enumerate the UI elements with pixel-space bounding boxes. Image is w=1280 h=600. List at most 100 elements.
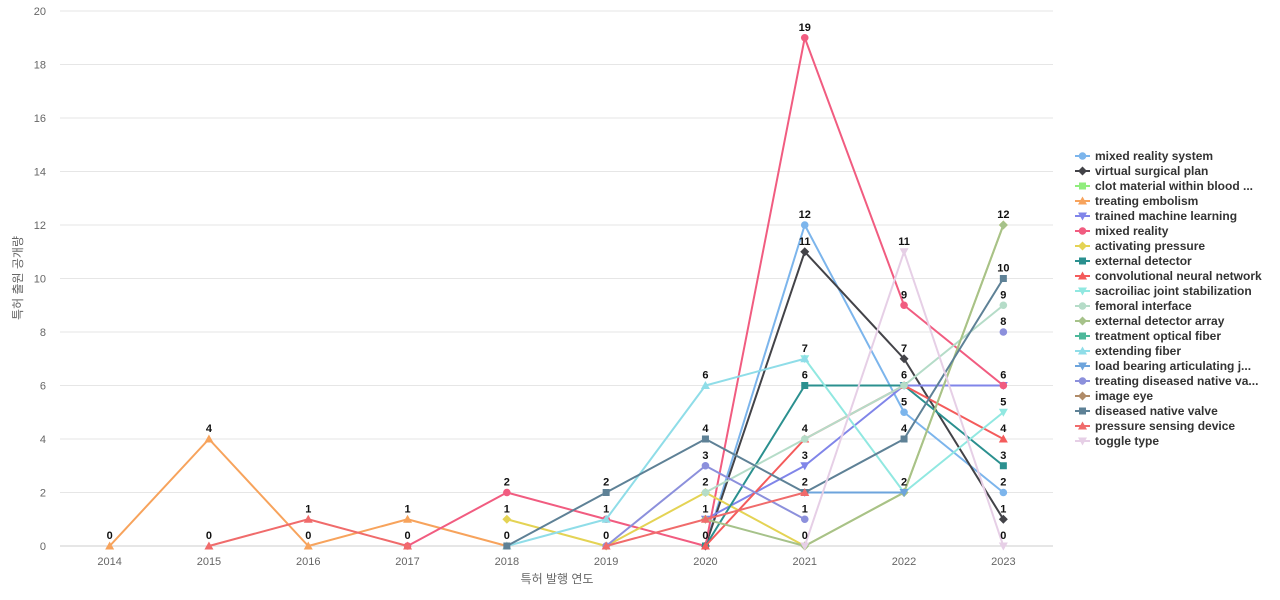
legend-item[interactable]: image eye <box>1075 389 1153 403</box>
data-label: 6 <box>901 370 907 382</box>
data-point[interactable] <box>800 435 809 443</box>
legend-item[interactable]: load bearing articulating j... <box>1075 359 1251 373</box>
data-point[interactable] <box>998 542 1008 551</box>
data-point[interactable] <box>204 434 214 443</box>
data-point[interactable] <box>999 462 1007 470</box>
legend-item[interactable]: external detector array <box>1075 314 1225 328</box>
x-tick-label: 2022 <box>892 556 916 568</box>
data-point[interactable] <box>701 435 709 443</box>
legend-item[interactable]: mixed reality <box>1075 224 1169 238</box>
data-label: 1 <box>802 503 808 515</box>
data-point[interactable] <box>999 488 1008 497</box>
legend-item[interactable]: extending fiber <box>1075 344 1181 358</box>
data-point[interactable] <box>800 515 809 524</box>
legend-marker <box>1078 302 1087 310</box>
data-point[interactable] <box>204 541 214 550</box>
data-label: 9 <box>1000 289 1006 301</box>
data-point[interactable] <box>800 462 810 471</box>
series-14 <box>800 489 909 497</box>
data-label: 12 <box>997 209 1009 221</box>
data-point[interactable] <box>899 489 909 497</box>
data-point[interactable] <box>601 514 611 523</box>
legend-item[interactable]: treating diseased native va... <box>1075 374 1258 388</box>
data-point[interactable] <box>303 514 313 523</box>
legend-item[interactable]: treatment optical fiber <box>1075 329 1221 343</box>
legend-item[interactable]: clot material within blood ... <box>1075 179 1253 193</box>
data-point[interactable] <box>700 514 710 523</box>
data-label: 19 <box>799 22 811 34</box>
data-point[interactable] <box>701 461 710 470</box>
legend-item[interactable]: sacroiliac joint stabilization <box>1075 284 1252 298</box>
legend-label: virtual surgical plan <box>1095 164 1208 178</box>
legend-item[interactable]: trained machine learning <box>1075 209 1237 223</box>
y-tick-label: 8 <box>40 327 46 339</box>
data-point[interactable] <box>801 382 809 389</box>
legend-item[interactable]: diseased native valve <box>1075 404 1218 418</box>
data-label: 0 <box>1000 530 1006 542</box>
data-point[interactable] <box>502 514 512 524</box>
data-point[interactable] <box>105 541 115 550</box>
data-point[interactable] <box>998 514 1008 524</box>
data-point[interactable] <box>800 33 809 42</box>
legend-item[interactable]: pressure sensing device <box>1075 419 1235 433</box>
data-label: 5 <box>1000 396 1006 408</box>
data-label: 3 <box>702 450 708 462</box>
data-point[interactable] <box>503 488 511 497</box>
legend-item[interactable]: activating pressure <box>1075 239 1205 253</box>
x-tick-label: 2019 <box>594 556 618 568</box>
data-point[interactable] <box>403 541 413 550</box>
data-point[interactable] <box>900 301 908 310</box>
data-point[interactable] <box>999 301 1008 310</box>
data-point[interactable] <box>900 435 908 443</box>
x-tick-label: 2015 <box>197 556 221 568</box>
data-label: 3 <box>802 450 808 462</box>
data-label: 0 <box>305 530 311 542</box>
data-point[interactable] <box>601 541 611 550</box>
data-label: 1 <box>404 503 410 515</box>
data-label: 5 <box>901 396 907 408</box>
legend-label: extending fiber <box>1095 344 1181 358</box>
data-point[interactable] <box>800 221 809 229</box>
legend-item[interactable]: mixed reality system <box>1075 149 1213 163</box>
data-point[interactable] <box>899 354 909 364</box>
data-point[interactable] <box>800 247 810 257</box>
data-point[interactable] <box>800 488 810 496</box>
data-point[interactable] <box>700 381 710 389</box>
data-point[interactable] <box>998 434 1008 443</box>
data-point[interactable] <box>800 354 810 363</box>
data-point[interactable] <box>503 542 511 550</box>
legend-item[interactable]: convolutional neural network <box>1075 269 1262 283</box>
data-point[interactable] <box>899 248 909 257</box>
data-point[interactable] <box>701 488 710 497</box>
legend-item[interactable]: virtual surgical plan <box>1075 164 1208 178</box>
x-tick-label: 2018 <box>495 556 519 568</box>
legend-marker <box>1078 227 1087 235</box>
legend-marker <box>1079 182 1086 190</box>
y-tick-label: 10 <box>34 274 46 286</box>
y-tick-label: 6 <box>40 381 46 393</box>
data-point[interactable] <box>998 408 1008 417</box>
legend-label: external detector <box>1095 254 1192 268</box>
data-point[interactable] <box>900 381 908 390</box>
data-point[interactable] <box>700 541 710 550</box>
legend-item[interactable]: femoral interface <box>1075 299 1192 313</box>
data-point[interactable] <box>800 542 810 551</box>
data-point[interactable] <box>999 328 1008 336</box>
data-label: 1 <box>305 503 311 515</box>
data-point[interactable] <box>999 275 1007 282</box>
data-point[interactable] <box>998 220 1008 230</box>
data-point[interactable] <box>403 514 413 523</box>
legend-item[interactable]: external detector <box>1075 254 1192 268</box>
legend-item[interactable]: treating embolism <box>1075 194 1198 208</box>
data-point[interactable] <box>900 408 908 417</box>
data-point[interactable] <box>303 541 313 550</box>
legend-item[interactable]: toggle type <box>1075 434 1159 448</box>
legend-label: mixed reality system <box>1095 149 1213 163</box>
legend-label: external detector array <box>1095 314 1225 328</box>
data-label: 2 <box>504 477 510 489</box>
legend-label: treating embolism <box>1095 194 1198 208</box>
data-point[interactable] <box>999 381 1008 390</box>
data-point[interactable] <box>602 489 610 496</box>
